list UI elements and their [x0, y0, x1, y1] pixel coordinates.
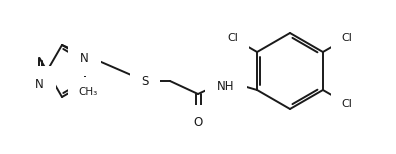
- Text: Cl: Cl: [227, 33, 238, 43]
- Text: N: N: [80, 51, 89, 65]
- Text: CH₃: CH₃: [79, 87, 98, 97]
- Text: S: S: [141, 75, 148, 87]
- Text: N: N: [35, 77, 44, 91]
- Text: O: O: [193, 116, 203, 130]
- Text: NH: NH: [217, 79, 235, 93]
- Text: Cl: Cl: [342, 33, 352, 43]
- Text: Cl: Cl: [342, 99, 352, 109]
